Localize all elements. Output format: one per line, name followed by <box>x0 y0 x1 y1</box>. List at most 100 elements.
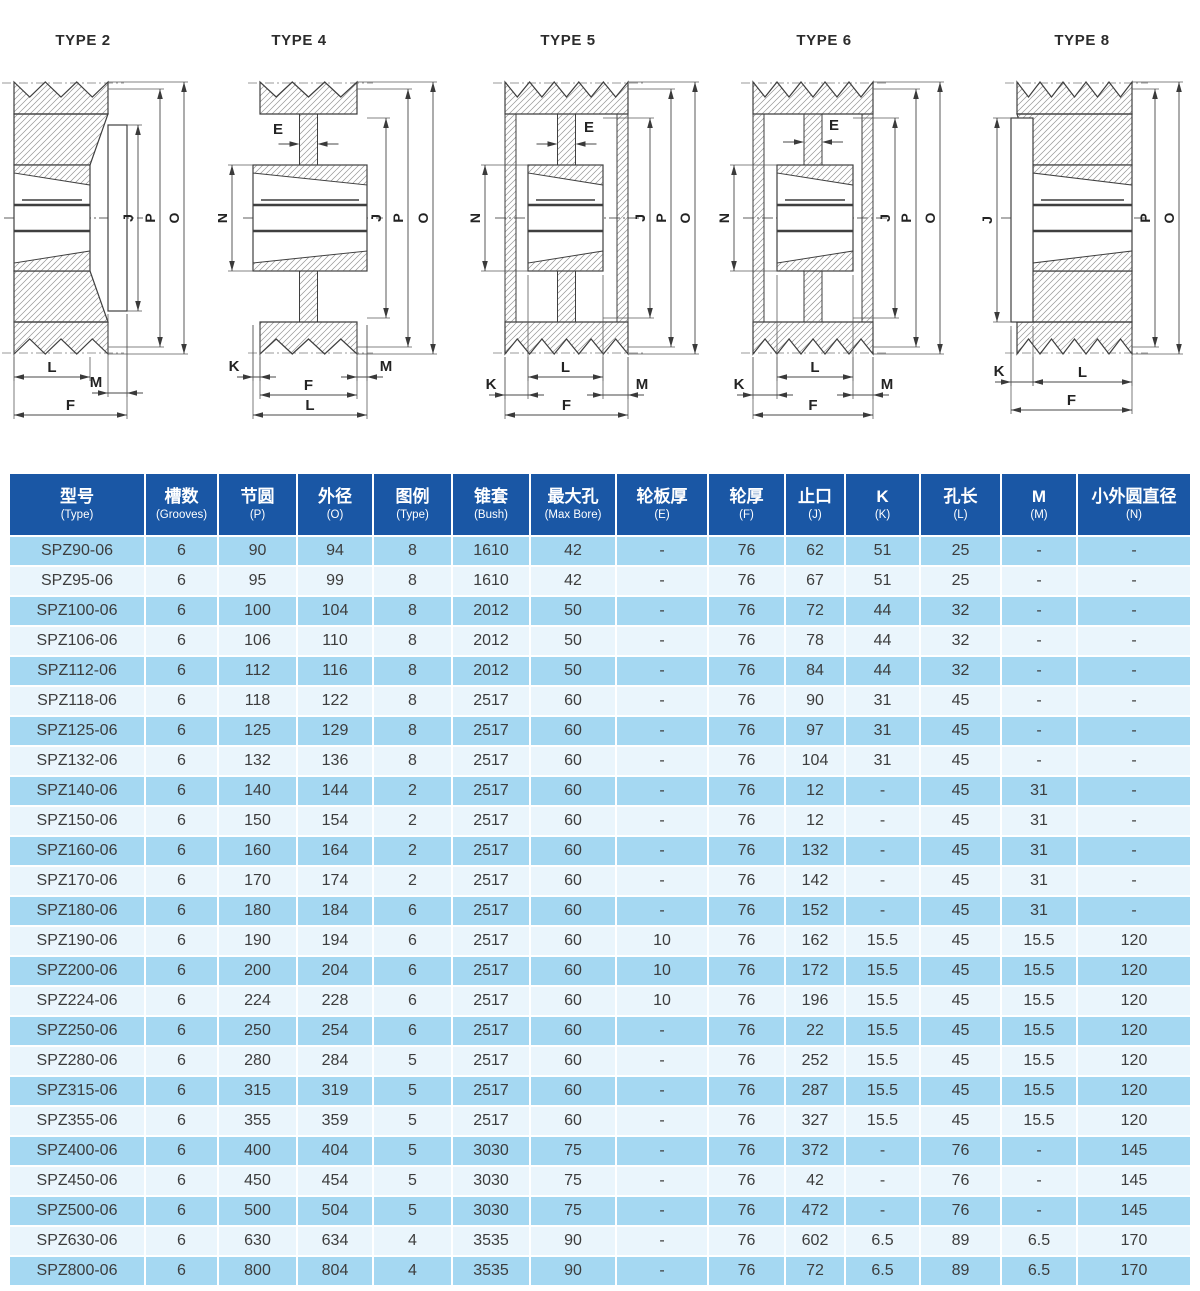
value-cell: 62 <box>786 537 844 565</box>
value-cell: 90 <box>219 537 296 565</box>
value-cell: - <box>1078 687 1190 715</box>
table-row: SPZ355-06 6 355 359 5 2517 60-76 327 15.5 45 15.5 1… <box>10 1107 1190 1135</box>
value-cell: 45 <box>921 957 1000 985</box>
model-cell: SPZ140-06 <box>10 777 144 805</box>
column-header-type: 型号 (Type) <box>10 474 144 535</box>
model-cell: SPZ190-06 <box>10 927 144 955</box>
value-cell: 2012 <box>453 627 529 655</box>
value-cell: 76 <box>709 1137 784 1165</box>
svg-text:O: O <box>922 212 938 223</box>
value-cell: - <box>617 1197 707 1225</box>
svg-text:F: F <box>304 377 313 394</box>
svg-text:K: K <box>486 376 497 393</box>
value-cell: 76 <box>709 957 784 985</box>
value-cell: 76 <box>709 1017 784 1045</box>
value-cell: 634 <box>298 1227 372 1255</box>
model-cell: SPZ170-06 <box>10 867 144 895</box>
svg-text:M: M <box>636 376 649 393</box>
table-row: SPZ112-06 6 112 116 8 2012 50-76 84 44 32- - <box>10 657 1190 685</box>
value-cell: - <box>1078 717 1190 745</box>
value-cell: 170 <box>219 867 296 895</box>
value-cell: 2517 <box>453 1017 529 1045</box>
value-cell: 2517 <box>453 957 529 985</box>
value-cell: - <box>617 567 707 595</box>
value-cell: - <box>617 1137 707 1165</box>
table-row: SPZ200-06 6 200 204 6 2517 60 10 76 172 15.5 45 15.5… <box>10 957 1190 985</box>
value-cell: 2 <box>374 867 451 895</box>
value-cell: 76 <box>709 807 784 835</box>
value-cell: 150 <box>219 807 296 835</box>
value-cell: 42 <box>531 567 615 595</box>
value-cell: 76 <box>709 927 784 955</box>
value-cell: 6.5 <box>846 1257 919 1285</box>
model-cell: SPZ450-06 <box>10 1167 144 1195</box>
svg-text:J: J <box>979 216 995 224</box>
value-cell: 76 <box>709 567 784 595</box>
value-cell: 60 <box>531 1017 615 1045</box>
figure-title-type-2: TYPE 2 <box>55 32 111 49</box>
svg-text:M: M <box>380 358 393 375</box>
value-cell: 6 <box>146 1167 217 1195</box>
value-cell: 6 <box>146 597 217 625</box>
value-cell: 15.5 <box>1002 1047 1076 1075</box>
value-cell: 8 <box>374 627 451 655</box>
table-row: SPZ106-06 6 106 110 8 2012 50-76 78 44 32- - <box>10 627 1190 655</box>
value-cell: - <box>617 717 707 745</box>
value-cell: 120 <box>1078 1047 1190 1075</box>
value-cell: 45 <box>921 747 1000 775</box>
value-cell: 15.5 <box>846 1017 919 1045</box>
value-cell: - <box>617 1017 707 1045</box>
value-cell: 76 <box>709 1257 784 1285</box>
value-cell: - <box>846 837 919 865</box>
column-header-n: 小外圆直径 (N) <box>1078 474 1190 535</box>
value-cell: 6 <box>146 867 217 895</box>
value-cell: 2517 <box>453 1047 529 1075</box>
value-cell: 84 <box>786 657 844 685</box>
value-cell: 76 <box>709 1077 784 1105</box>
svg-text:O: O <box>677 212 693 223</box>
model-cell: SPZ118-06 <box>10 687 144 715</box>
table-row: SPZ140-06 6 140 144 2 2517 60-76 12-45 31- <box>10 777 1190 805</box>
header-row: 型号 (Type) 槽数 (Grooves) 节圆 (P) 外径 (O) 图例 (Type) 锥套(… <box>10 474 1190 535</box>
value-cell: 174 <box>298 867 372 895</box>
column-header-p: 节圆 (P) <box>219 474 296 535</box>
value-cell: 3030 <box>453 1137 529 1165</box>
value-cell: 145 <box>1078 1137 1190 1165</box>
value-cell: 152 <box>786 897 844 925</box>
value-cell: 2517 <box>453 1077 529 1105</box>
value-cell: 6 <box>374 957 451 985</box>
value-cell: - <box>1002 687 1076 715</box>
value-cell: 60 <box>531 717 615 745</box>
value-cell: 95 <box>219 567 296 595</box>
value-cell: 104 <box>298 597 372 625</box>
value-cell: 6 <box>146 1137 217 1165</box>
svg-text:N: N <box>716 213 732 223</box>
value-cell: 78 <box>786 627 844 655</box>
value-cell: 45 <box>921 1047 1000 1075</box>
value-cell: 2517 <box>453 927 529 955</box>
value-cell: 120 <box>1078 987 1190 1015</box>
value-cell: 404 <box>298 1137 372 1165</box>
value-cell: 45 <box>921 867 1000 895</box>
svg-text:L: L <box>561 359 570 376</box>
value-cell: 50 <box>531 597 615 625</box>
value-cell: 6 <box>146 537 217 565</box>
value-cell: 454 <box>298 1167 372 1195</box>
table-row: SPZ180-06 6 180 184 6 2517 60-76 152-45 31- <box>10 897 1190 925</box>
value-cell: 132 <box>786 837 844 865</box>
column-header-e: 轮板厚 (E) <box>617 474 707 535</box>
value-cell: 172 <box>786 957 844 985</box>
value-cell: 120 <box>1078 1017 1190 1045</box>
value-cell: - <box>1002 627 1076 655</box>
value-cell: 250 <box>219 1017 296 1045</box>
value-cell: - <box>1002 597 1076 625</box>
value-cell: 6 <box>374 1017 451 1045</box>
spec-table-body: SPZ90-06 6 90 94 8 1610 42-76 62 51 25- - SPZ95-06 6… <box>10 537 1190 1285</box>
model-cell: SPZ500-06 <box>10 1197 144 1225</box>
value-cell: 6 <box>146 777 217 805</box>
value-cell: 6 <box>374 927 451 955</box>
value-cell: 60 <box>531 1047 615 1075</box>
spec-table: 型号 (Type) 槽数 (Grooves) 节圆 (P) 外径 (O) 图例 (Type) 锥套(… <box>8 472 1192 1287</box>
value-cell: 154 <box>298 807 372 835</box>
